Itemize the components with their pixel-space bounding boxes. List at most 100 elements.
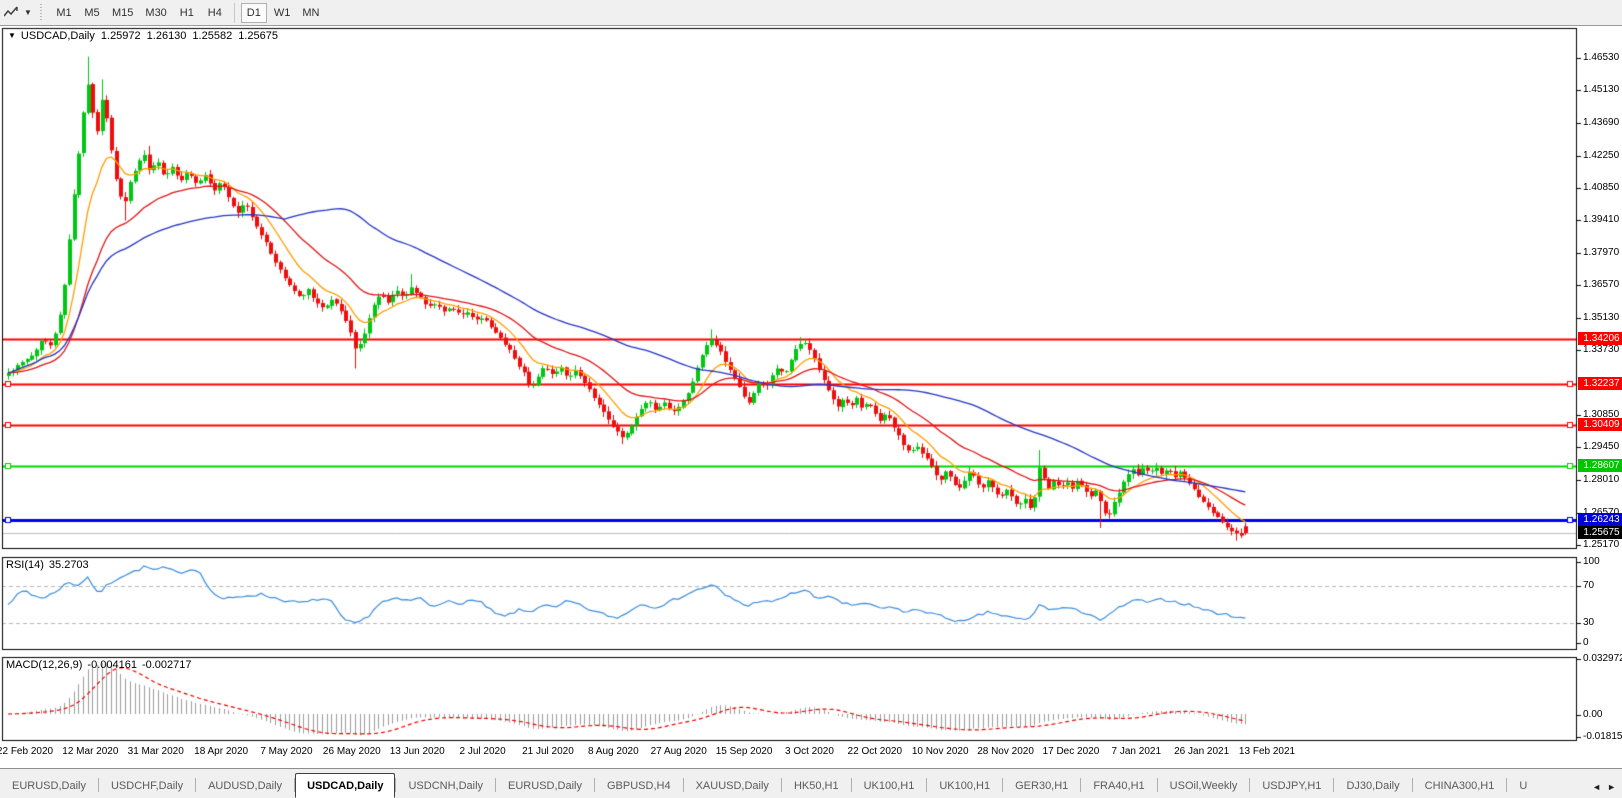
chart-tab-uk100-h1[interactable]: UK100,H1 xyxy=(939,779,991,792)
toolbar-gripper[interactable] xyxy=(39,3,44,22)
date-tick-label: 26 May 2020 xyxy=(322,746,381,757)
chart-type-dropdown-icon[interactable]: ▼ xyxy=(24,8,32,17)
tab-separator xyxy=(97,778,99,792)
price-tick-label: 1.42250 xyxy=(1583,150,1620,161)
rsi-name: RSI(14) xyxy=(6,559,44,571)
price-tick-label: 1.35130 xyxy=(1583,312,1620,323)
chart-tab-u[interactable]: U xyxy=(1519,779,1528,792)
chart-tab-usdcnh-daily[interactable]: USDCNH,Daily xyxy=(408,779,484,792)
tab-scroll-right-icon[interactable]: ► xyxy=(1607,782,1616,792)
date-tick-label: 22 Oct 2020 xyxy=(847,746,903,757)
date-tick-label: 3 Oct 2020 xyxy=(784,746,834,757)
tab-separator xyxy=(495,778,497,792)
tab-separator xyxy=(682,778,684,792)
tab-scroll-arrows: ◄ ► xyxy=(1592,782,1622,798)
chart-tab-uk100-h1[interactable]: UK100,H1 xyxy=(863,779,915,792)
close-value: 1.25675 xyxy=(238,30,278,42)
tab-separator xyxy=(926,778,928,792)
date-tick-label: 22 Feb 2020 xyxy=(0,746,54,757)
price-tick-label: 1.28010 xyxy=(1583,474,1620,485)
tab-separator xyxy=(1080,778,1082,792)
chart-tab-dj30-daily[interactable]: DJ30,Daily xyxy=(1346,779,1400,792)
date-tick-label: 21 Jul 2020 xyxy=(522,746,574,757)
tab-separator xyxy=(594,778,595,792)
price-line-badge: 1.32237 xyxy=(1578,377,1622,390)
symbol-label: USDCAD,Daily xyxy=(20,30,95,42)
chart-type-icon[interactable] xyxy=(1,4,21,22)
tab-separator xyxy=(1506,778,1508,792)
chart-tab-eurusd-daily[interactable]: EURUSD,Daily xyxy=(12,779,86,792)
chart-tab-eurusd-daily[interactable]: EURUSD,Daily xyxy=(508,779,582,792)
high-value: 1.26130 xyxy=(146,30,187,42)
price-line-badge: 1.34206 xyxy=(1578,332,1622,345)
date-tick-label: 28 Nov 2020 xyxy=(977,746,1034,757)
chart-tab-gbpusd-h4[interactable]: GBPUSD,H4 xyxy=(607,779,671,792)
chart-tab-usoil-weekly[interactable]: USOil,Weekly xyxy=(1169,779,1238,792)
tab-separator xyxy=(1249,778,1251,792)
date-tick-label: 10 Nov 2020 xyxy=(911,746,969,757)
date-tick-label: 8 Aug 2020 xyxy=(588,746,639,757)
price-tick-label: 1.39410 xyxy=(1583,214,1620,225)
price-tick-label: 1.30850 xyxy=(1583,409,1620,420)
open-value: 1.25972 xyxy=(100,30,141,42)
date-tick-label: 2 Jul 2020 xyxy=(459,746,506,757)
tab-separator xyxy=(1156,778,1158,792)
date-tick-label: 7 May 2020 xyxy=(260,746,313,757)
timeframe-button-m5[interactable]: M5 xyxy=(84,6,100,19)
toolbar-separator xyxy=(233,2,235,23)
timeframe-button-m1[interactable]: M1 xyxy=(56,6,72,19)
price-line-badge: 1.28607 xyxy=(1578,459,1622,472)
tab-separator xyxy=(1411,778,1413,792)
date-tick-label: 17 Dec 2020 xyxy=(1042,746,1100,757)
price-tick-label: 1.29450 xyxy=(1583,441,1620,452)
chart-tab-usdchf-daily[interactable]: USDCHF,Daily xyxy=(110,779,184,792)
tab-separator xyxy=(195,778,197,792)
tab-separator xyxy=(395,778,397,792)
price-tick-label: 1.46530 xyxy=(1583,52,1620,63)
macd-signal-value: -0.002717 xyxy=(141,659,192,671)
chart-tab-usdcad-daily[interactable]: USDCAD,Daily xyxy=(295,773,396,798)
date-tick-label: 13 Jun 2020 xyxy=(389,746,445,757)
chart-tab-bar: EURUSD,Daily USDCHF,Daily AUDUSD,Daily USDC… xyxy=(0,768,1622,798)
tab-scroll-left-icon[interactable]: ◄ xyxy=(1592,782,1602,792)
date-tick-label: 15 Sep 2020 xyxy=(715,746,773,757)
chart-tab-china300-h1[interactable]: CHINA300,H1 xyxy=(1424,779,1495,792)
rsi-indicator-label: RSI(14) 35.2703 xyxy=(6,559,89,571)
tab-separator xyxy=(850,778,852,792)
timeframe-button-mn[interactable]: MN xyxy=(302,6,320,19)
date-tick-label: 12 Mar 2020 xyxy=(62,746,119,757)
timeframe-button-w1[interactable]: W1 xyxy=(273,6,291,19)
macd-name: MACD(12,26,9) xyxy=(6,659,83,671)
price-tick-label: 1.25170 xyxy=(1583,539,1620,550)
timeframe-buttons: M1 M5 M15 M30 H1 H4 D1 W1 MN xyxy=(50,2,325,23)
timeframe-button-m15[interactable]: M15 xyxy=(112,6,134,19)
chart-title: ▼ USDCAD,Daily 1.25972 1.26130 1.25582 1.2567… xyxy=(8,30,278,42)
price-line-badge: 1.30409 xyxy=(1578,418,1622,431)
macd-main-value: -0.004161 xyxy=(87,659,137,671)
timeframe-button-h1[interactable]: H1 xyxy=(179,6,194,19)
date-tick-label: 13 Feb 2021 xyxy=(1238,746,1296,757)
price-tick-label: 1.36570 xyxy=(1583,279,1620,290)
timeframe-button-m30[interactable]: M30 xyxy=(145,6,167,19)
price-tick-label: 1.33730 xyxy=(1583,344,1620,355)
chart-tab-usdjpy-h1[interactable]: USDJPY,H1 xyxy=(1262,779,1322,792)
timeframe-button-h4[interactable]: H4 xyxy=(207,6,222,19)
rsi-value: 35.2703 xyxy=(48,559,89,571)
date-tick-label: 27 Aug 2020 xyxy=(650,746,707,757)
price-line-badge: 1.26243 xyxy=(1578,513,1622,526)
chart-tab-hk50-h1[interactable]: HK50,H1 xyxy=(793,779,839,792)
chart-tab-ger30-h1[interactable]: GER30,H1 xyxy=(1015,779,1069,792)
date-tick-label: 7 Jan 2021 xyxy=(1111,746,1162,757)
indicator-axis-label: 0 xyxy=(1583,637,1589,648)
price-tick-label: 1.45130 xyxy=(1583,84,1620,95)
price-tick-label: 1.26570 xyxy=(1583,507,1619,518)
chart-tab-xauusd-daily[interactable]: XAUUSD,Daily xyxy=(695,779,769,792)
indicator-axis-label: 70 xyxy=(1583,580,1595,591)
timeframe-button-d1[interactable]: D1 xyxy=(240,2,267,23)
chart-tab-audusd-daily[interactable]: AUDUSD,Daily xyxy=(208,779,283,792)
tab-separator xyxy=(1002,778,1004,792)
chart-tab-fra40-h1[interactable]: FRA40,H1 xyxy=(1093,779,1145,792)
price-tick-label: 1.40850 xyxy=(1583,182,1620,193)
collapse-caret-icon[interactable]: ▼ xyxy=(8,31,16,40)
